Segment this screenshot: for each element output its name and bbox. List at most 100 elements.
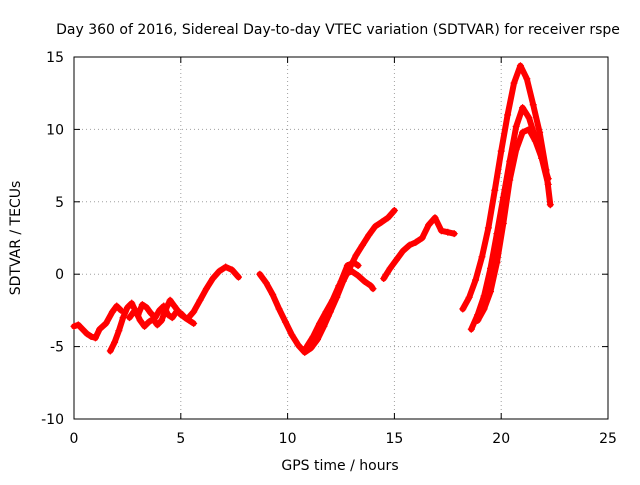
x-tick-label: 0	[70, 431, 79, 447]
series-arc-10	[474, 125, 552, 325]
data-point	[151, 314, 159, 322]
data-point	[145, 318, 153, 326]
data-point	[222, 263, 230, 271]
data-point	[209, 275, 217, 283]
data-point	[529, 101, 537, 109]
y-tick-label: 5	[55, 195, 64, 211]
data-point	[177, 309, 185, 317]
data-point	[393, 256, 401, 264]
y-tick-label: 15	[46, 50, 64, 66]
data-point	[160, 302, 168, 310]
x-tick-label: 5	[176, 431, 185, 447]
data-point	[491, 186, 499, 194]
data-point	[185, 317, 193, 325]
data-point	[343, 262, 351, 270]
series-arc-6	[318, 259, 362, 333]
data-point	[465, 293, 473, 301]
x-axis-label: GPS time / hours	[281, 458, 398, 474]
data-point	[324, 312, 332, 320]
y-tick-label: -10	[41, 412, 64, 428]
data-point	[352, 251, 360, 259]
data-point	[153, 321, 161, 329]
data-point	[378, 218, 386, 226]
data-point	[536, 128, 544, 136]
data-series	[70, 62, 554, 356]
data-point	[399, 247, 407, 255]
data-point	[506, 176, 514, 184]
data-point	[478, 253, 486, 261]
data-point	[354, 272, 362, 280]
data-point	[173, 308, 181, 316]
data-point	[91, 334, 99, 342]
y-tick-label: -5	[50, 340, 64, 356]
data-point	[499, 220, 507, 228]
data-point	[256, 270, 264, 278]
data-point	[138, 301, 146, 309]
data-point	[158, 317, 166, 325]
data-point	[301, 348, 309, 356]
data-point	[384, 214, 392, 222]
data-point	[480, 305, 488, 313]
data-point	[87, 332, 95, 340]
data-point	[459, 305, 467, 313]
data-point	[425, 221, 433, 229]
data-point	[288, 331, 296, 339]
series-arc-3	[126, 301, 198, 327]
data-point	[437, 227, 445, 235]
data-point	[519, 128, 527, 136]
chart-title: Day 360 of 2016, Sidereal Day-to-day VTE…	[56, 22, 620, 38]
data-point	[354, 262, 362, 270]
data-point	[544, 175, 552, 183]
data-point	[269, 290, 277, 298]
data-point	[525, 125, 533, 133]
data-point	[487, 288, 495, 296]
data-point	[126, 314, 134, 322]
series-line	[107, 264, 242, 354]
data-point	[474, 317, 482, 325]
y-tick-label: 10	[46, 122, 64, 138]
data-point	[128, 299, 136, 307]
data-point	[303, 343, 311, 351]
data-point	[390, 206, 398, 214]
data-point	[74, 321, 82, 329]
data-point	[147, 309, 155, 317]
x-tick-label: 15	[385, 431, 403, 447]
x-tick-label: 25	[599, 431, 617, 447]
data-point	[360, 277, 368, 285]
data-point	[143, 304, 151, 312]
data-point	[130, 308, 138, 316]
series-arc-8	[459, 62, 554, 313]
data-point	[523, 75, 531, 83]
data-point	[444, 228, 452, 236]
data-point	[369, 285, 377, 293]
series-line	[126, 301, 197, 327]
data-point	[350, 259, 358, 267]
data-point	[294, 341, 302, 349]
data-point	[123, 304, 131, 312]
data-point	[202, 285, 210, 293]
data-point	[450, 230, 458, 238]
x-tick-label: 10	[279, 431, 297, 447]
data-point	[318, 325, 326, 333]
data-point	[431, 214, 439, 222]
data-point	[115, 327, 123, 335]
data-point	[166, 296, 174, 304]
data-point	[215, 267, 223, 275]
data-point	[106, 347, 114, 355]
data-point	[314, 335, 322, 343]
data-point	[405, 241, 413, 249]
plot-frame	[73, 56, 609, 420]
data-point	[155, 306, 163, 314]
data-point	[190, 308, 198, 316]
data-point	[181, 314, 189, 322]
series-arc-7	[380, 214, 458, 283]
series-arc-1	[70, 302, 125, 342]
data-point	[546, 201, 554, 209]
data-point	[365, 231, 373, 239]
data-point	[531, 137, 539, 145]
data-point	[371, 222, 379, 230]
data-point	[234, 273, 242, 281]
